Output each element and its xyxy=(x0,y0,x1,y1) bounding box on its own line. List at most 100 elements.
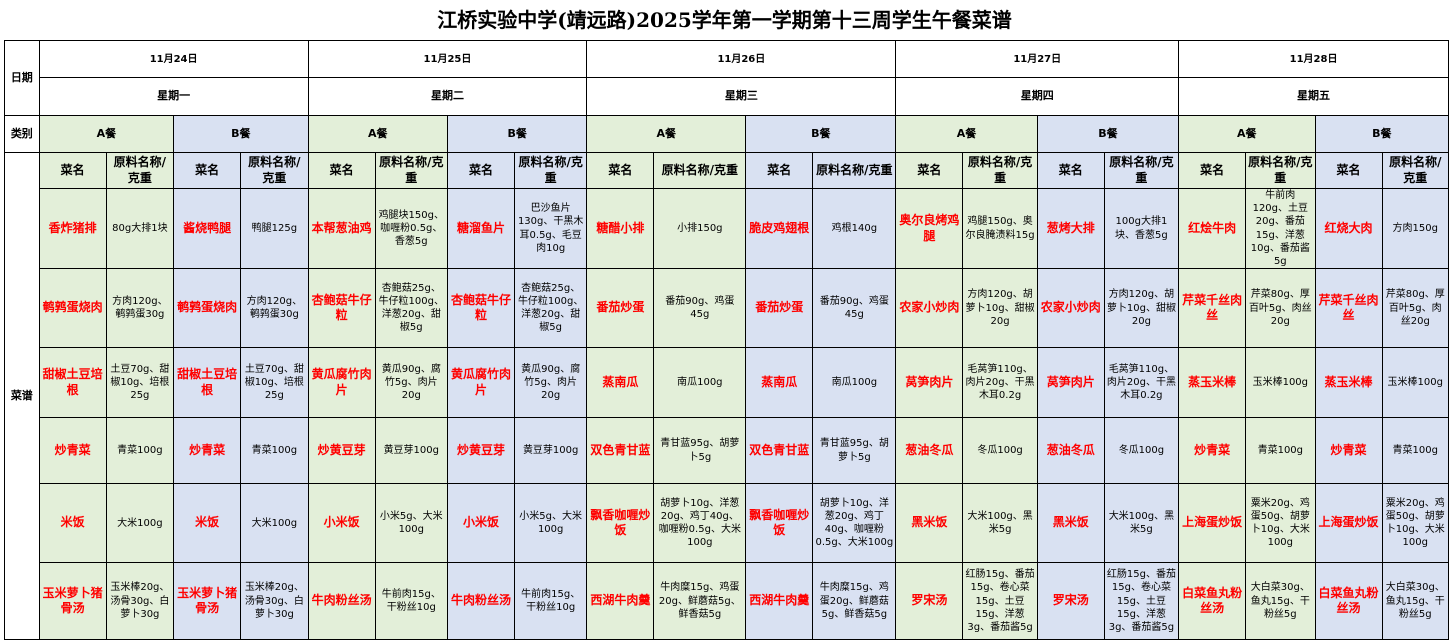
ingredients-header: 原料名称/克重 xyxy=(105,152,175,189)
dish-name: 牛肉粉丝汤 xyxy=(307,562,376,641)
dish-name-header: 菜名 xyxy=(1314,152,1383,189)
dish-name: 上海蛋炒饭 xyxy=(1178,483,1247,564)
menu-row: 鹌鹑蛋烧肉 方肉120g、鹌鹑蛋30g 鹌鹑蛋烧肉 方肉120g、鹌鹑蛋30g 杏鲍菇牛… xyxy=(5,268,1449,349)
ingredients-header: 原料名称/克重 xyxy=(812,152,897,189)
ingredients: 方肉120g、鹌鹑蛋30g xyxy=(240,268,309,349)
dish-name: 炒黄豆芽 xyxy=(307,417,376,485)
ingredients: 大白菜30g、鱼丸15g、干粉丝5g xyxy=(1245,562,1316,641)
ingredients: 胡萝卜10g、洋葱20g、鸡丁40g、咖喱粉0.5g、大米100g xyxy=(812,483,897,564)
ingredients: 黄豆芽100g xyxy=(513,417,588,485)
ingredients-header: 原料名称/克重 xyxy=(1103,152,1180,189)
dish-name: 炒青菜 xyxy=(173,417,242,485)
dish-name: 黑米饭 xyxy=(895,483,964,564)
dish-name: 炒青菜 xyxy=(1178,417,1247,485)
ingredients: 青菜100g xyxy=(105,417,175,485)
ingredients: 牛前肉120g、土豆20g、番茄15g、洋葱10g、番茄酱5g xyxy=(1245,187,1316,270)
ingredients: 黄豆芽100g xyxy=(374,417,448,485)
meal-a-label: A餐 xyxy=(1178,115,1316,153)
ingredients: 80g大排1块 xyxy=(105,187,175,270)
meal-b-label: B餐 xyxy=(446,115,588,153)
menu-row: 甜椒土豆培根 土豆70g、甜椒10g、培根25g 甜椒土豆培根 土豆70g、甜椒10g… xyxy=(5,347,1449,419)
dish-name: 杏鲍菇牛仔粒 xyxy=(446,268,515,349)
ingredients: 玉米棒100g xyxy=(1381,347,1449,419)
dish-name: 甜椒土豆培根 xyxy=(38,347,107,419)
ingredients: 冬瓜100g xyxy=(962,417,1038,485)
meal-b-label: B餐 xyxy=(1036,115,1180,153)
ingredients: 鸡腿块150g、咖喱粉0.5g、香葱5g xyxy=(374,187,448,270)
ingredients: 番茄90g、鸡蛋45g xyxy=(653,268,747,349)
dish-name: 小米饭 xyxy=(446,483,515,564)
dish-name: 罗宋汤 xyxy=(895,562,964,641)
dish-name-header: 菜名 xyxy=(1036,152,1105,189)
dish-name: 黑米饭 xyxy=(1036,483,1105,564)
weekday-cell: 星期一 xyxy=(38,77,309,116)
ingredients-header: 原料名称/克重 xyxy=(653,152,747,189)
ingredients-header: 原料名称/克重 xyxy=(962,152,1038,189)
lunch-menu-table: 日期 11月24日 11月25日 11月26日 11月27日 11月28日 星期一 星期二… xyxy=(4,40,1449,641)
menu-row: 玉米萝卜猪骨汤 玉米棒20g、汤骨30g、白萝卜30g 玉米萝卜猪骨汤 玉米棒20g、… xyxy=(5,562,1449,641)
ingredients: 鸡腿150g、奥尔良腌渍料15g xyxy=(962,187,1038,270)
meal-b-label: B餐 xyxy=(745,115,897,153)
meal-a-label: A餐 xyxy=(38,115,175,153)
ingredients: 玉米棒20g、汤骨30g、白萝卜30g xyxy=(240,562,309,641)
ingredients: 杏鲍菇25g、牛仔粒100g、洋葱20g、甜椒5g xyxy=(374,268,448,349)
dish-name: 葱烤大排 xyxy=(1036,187,1105,270)
menu-row: 香炸猪排 80g大排1块 酱烧鸭腿 鸭腿125g 本帮葱油鸡 鸡腿块150g、咖喱粉0.5… xyxy=(5,187,1449,270)
dish-name: 白菜鱼丸粉丝汤 xyxy=(1314,562,1383,641)
ingredients: 方肉150g xyxy=(1381,187,1449,270)
meal-a-label: A餐 xyxy=(895,115,1038,153)
weekday-cell: 星期五 xyxy=(1178,77,1449,116)
dish-name: 上海蛋炒饭 xyxy=(1314,483,1383,564)
weekday-cell: 星期二 xyxy=(307,77,588,116)
dish-name: 鹌鹑蛋烧肉 xyxy=(173,268,242,349)
dish-name: 莴笋肉片 xyxy=(895,347,964,419)
ingredients: 方肉120g、胡萝卜10g、甜椒20g xyxy=(962,268,1038,349)
date-cell: 11月27日 xyxy=(895,40,1180,78)
ingredients: 100g大排1块、香葱5g xyxy=(1103,187,1180,270)
dish-name: 炒青菜 xyxy=(38,417,107,485)
ingredients: 毛莴笋110g、肉片20g、干黑木耳0.2g xyxy=(1103,347,1180,419)
date-cell: 11月26日 xyxy=(586,40,897,78)
ingredients: 胡萝卜10g、洋葱20g、鸡丁40g、咖喱粉0.5g、大米100g xyxy=(653,483,747,564)
dish-name: 番茄炒蛋 xyxy=(745,268,814,349)
dish-name: 黄瓜腐竹肉片 xyxy=(446,347,515,419)
dish-name: 葱油冬瓜 xyxy=(895,417,964,485)
dish-name-header: 菜名 xyxy=(173,152,242,189)
ingredients: 方肉120g、胡萝卜10g、甜椒20g xyxy=(1103,268,1180,349)
dish-name: 飘香咖喱炒饭 xyxy=(586,483,655,564)
ingredients-header: 原料名称/克重 xyxy=(1381,152,1449,189)
dish-name: 米饭 xyxy=(38,483,107,564)
meal-b-label: B餐 xyxy=(173,115,309,153)
ingredients: 杏鲍菇25g、牛仔粒100g、洋葱20g、甜椒5g xyxy=(513,268,588,349)
meal-a-label: A餐 xyxy=(586,115,747,153)
ingredients: 大米100g、黑米5g xyxy=(1103,483,1180,564)
dish-name: 米饭 xyxy=(173,483,242,564)
dish-name: 糖醋小排 xyxy=(586,187,655,270)
dish-name-header: 菜名 xyxy=(38,152,107,189)
dish-name: 脆皮鸡翅根 xyxy=(745,187,814,270)
dish-name: 杏鲍菇牛仔粒 xyxy=(307,268,376,349)
ingredients: 芹菜80g、厚百叶5g、肉丝20g xyxy=(1245,268,1316,349)
ingredients: 小排150g xyxy=(653,187,747,270)
menu-row: 炒青菜 青菜100g 炒青菜 青菜100g 炒黄豆芽 黄豆芽100g 炒黄豆芽 黄豆芽100g… xyxy=(5,417,1449,485)
dish-name: 蒸南瓜 xyxy=(586,347,655,419)
dish-name: 番茄炒蛋 xyxy=(586,268,655,349)
ingredients: 冬瓜100g xyxy=(1103,417,1180,485)
date-cell: 11月28日 xyxy=(1178,40,1449,78)
dish-name-header: 菜名 xyxy=(307,152,376,189)
menu-label: 菜谱 xyxy=(4,151,40,641)
dish-name: 蒸玉米棒 xyxy=(1314,347,1383,419)
date-cell: 11月25日 xyxy=(307,40,588,78)
page-title: 江桥实验中学(靖远路)2025学年第一学期第十三周学生午餐菜谱 xyxy=(437,8,1012,32)
dish-name: 西湖牛肉羹 xyxy=(745,562,814,641)
dish-name: 西湖牛肉羹 xyxy=(586,562,655,641)
ingredients: 牛前肉15g、干粉丝10g xyxy=(513,562,588,641)
ingredients: 南瓜100g xyxy=(653,347,747,419)
ingredients: 青菜100g xyxy=(1381,417,1449,485)
dish-name: 芹菜千丝肉丝 xyxy=(1178,268,1247,349)
ingredients: 玉米棒20g、汤骨30g、白萝卜30g xyxy=(105,562,175,641)
ingredients: 红肠15g、番茄15g、卷心菜15g、土豆15g、洋葱3g、番茄酱5g xyxy=(962,562,1038,641)
ingredients: 牛肉糜15g、鸡蛋20g、鲜蘑菇5g、鲜香菇5g xyxy=(653,562,747,641)
dish-name: 香炸猪排 xyxy=(38,187,107,270)
dish-name-header: 菜名 xyxy=(586,152,655,189)
